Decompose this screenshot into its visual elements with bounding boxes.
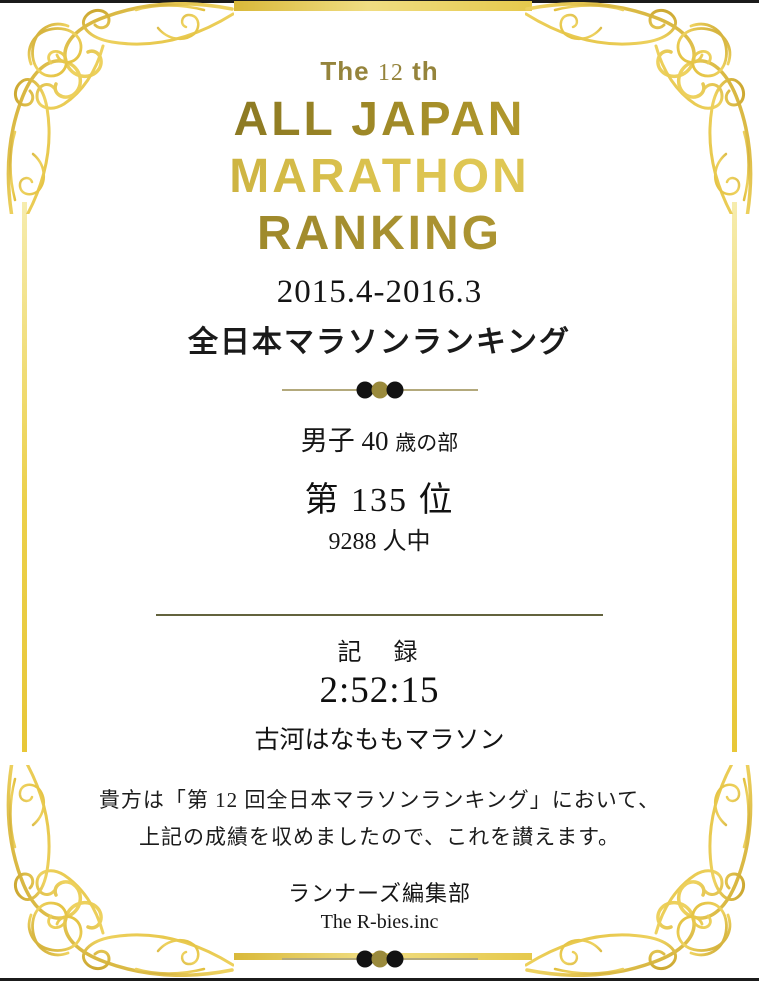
message-line-2: 上記の成績を収めましたので、これを讃えます。 [138, 825, 621, 849]
congratulation-message: 貴方は「第 12 回全日本マラソンランキング」において、 上記の成績を収めました… [0, 782, 759, 856]
flourish-ornament-icon [6, 2, 234, 214]
dot-gold [371, 381, 388, 399]
left-gold-border [22, 202, 27, 752]
total-value: 9288 [328, 529, 377, 555]
separator-dots [356, 381, 403, 399]
title-line-2: MARATHON [0, 148, 759, 205]
flourish-ornament-icon [525, 765, 753, 977]
title-line-3: RANKING [0, 205, 759, 262]
edition-prefix: The [320, 56, 370, 86]
bottom-border-line [0, 978, 759, 981]
main-title: ALL JAPAN MARATHON RANKING [0, 91, 759, 262]
japanese-title: 全日本マラソンランキング [187, 326, 572, 359]
dot-black [356, 950, 373, 968]
division-sub: 歳の部 [395, 431, 459, 455]
race-name: 古河はなももマラソン [254, 727, 505, 754]
flourish-ornament-icon [6, 765, 234, 977]
edition-line: The 12 th [0, 0, 759, 87]
total-participants: 9288 人中 [0, 521, 759, 556]
separator-bottom [281, 950, 478, 968]
division-main: 男子 40 [300, 426, 389, 456]
rank-prefix: 第 [304, 482, 341, 519]
edition-number: 12 [377, 60, 404, 86]
rank-line: 第 135 位 [0, 472, 759, 521]
dot-black [386, 381, 403, 399]
company-name: The R-bies.inc [320, 911, 439, 933]
right-gold-border [732, 202, 737, 752]
rank-suffix: 位 [418, 482, 455, 519]
issuer-name: ランナーズ編集部 [288, 881, 471, 906]
title-line-1: ALL JAPAN [0, 91, 759, 148]
message-line-1: 貴方は「第 12 回全日本マラソンランキング」において、 [98, 788, 661, 812]
record-time: 2:52:15 [319, 670, 440, 711]
separator-top [281, 381, 478, 399]
ranking-period: 2015.4-2016.3 [276, 274, 483, 310]
dot-black [386, 950, 403, 968]
total-suffix: 人中 [382, 529, 431, 555]
division-line: 男子 40 歳の部 [0, 419, 759, 458]
flourish-ornament-icon [525, 2, 753, 214]
edition-suffix: th [412, 56, 439, 86]
top-gold-bar [234, 1, 532, 11]
record-divider-line [156, 614, 603, 616]
dot-black [356, 381, 373, 399]
separator-dots [356, 950, 403, 968]
dot-gold [371, 950, 388, 968]
rank-value: 135 [351, 482, 408, 519]
record-label: 記 録 [337, 640, 422, 666]
